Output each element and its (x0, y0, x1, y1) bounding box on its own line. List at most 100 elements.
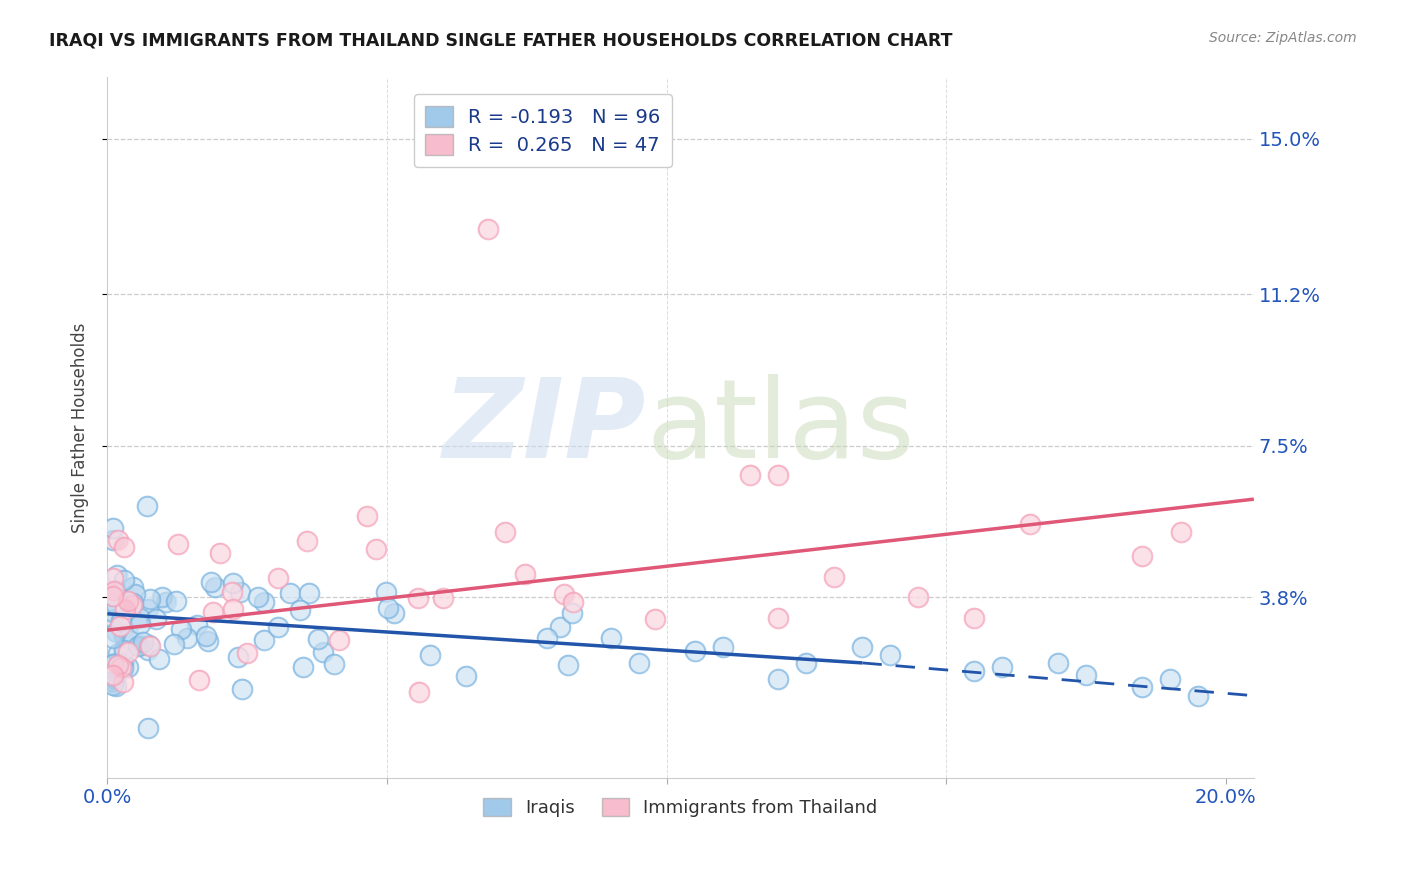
Point (136, 643, 159, 657)
Point (105, 582, 128, 597)
Point (112, 643, 135, 657)
Point (1170, 524, 1192, 539)
Point (599, 632, 621, 646)
Point (200, 575, 222, 590)
Point (101, 521, 124, 535)
Point (796, 656, 818, 670)
Point (557, 657, 579, 672)
Point (823, 570, 845, 584)
Point (561, 606, 583, 620)
Point (226, 650, 249, 665)
Point (114, 541, 136, 555)
Point (644, 612, 666, 626)
Point (432, 591, 454, 606)
Point (1019, 516, 1042, 531)
Point (101, 675, 124, 690)
Point (963, 611, 986, 625)
Point (114, 602, 136, 616)
Point (627, 656, 650, 670)
Point (167, 537, 190, 551)
Point (108, 618, 131, 632)
Point (117, 593, 139, 607)
Point (494, 524, 516, 539)
Point (145, 611, 167, 625)
Point (138, 638, 160, 652)
Point (138, 601, 160, 615)
Point (107, 646, 129, 660)
Point (1170, 524, 1192, 539)
Point (188, 673, 211, 687)
Point (267, 571, 290, 585)
Point (111, 661, 134, 675)
Point (1047, 656, 1070, 670)
Point (298, 586, 321, 600)
Point (138, 638, 160, 652)
Point (963, 664, 986, 678)
Point (851, 640, 873, 654)
Point (221, 584, 243, 599)
Point (101, 521, 124, 535)
Point (104, 625, 127, 640)
Point (226, 650, 249, 665)
Point (117, 660, 139, 674)
Point (907, 591, 929, 605)
Point (186, 618, 208, 632)
Point (222, 576, 245, 591)
Point (456, 669, 478, 683)
Point (1130, 681, 1153, 695)
Point (229, 584, 252, 599)
Point (291, 660, 314, 674)
Point (683, 643, 706, 657)
Point (408, 684, 430, 698)
Point (101, 571, 124, 585)
Point (879, 648, 901, 662)
Point (963, 664, 986, 678)
Point (252, 632, 274, 647)
Point (278, 586, 301, 600)
Point (366, 541, 388, 556)
Text: atlas: atlas (647, 374, 915, 481)
Point (112, 674, 135, 689)
Point (101, 589, 124, 603)
Point (124, 587, 146, 601)
Text: Source: ZipAtlas.com: Source: ZipAtlas.com (1209, 31, 1357, 45)
Point (105, 599, 128, 613)
Point (494, 524, 516, 539)
Point (307, 632, 329, 646)
Point (136, 499, 159, 513)
Point (550, 620, 572, 634)
Point (851, 640, 873, 654)
Point (1159, 673, 1181, 687)
Point (740, 467, 762, 482)
Point (101, 631, 124, 645)
Point (907, 591, 929, 605)
Point (110, 614, 132, 628)
Point (101, 678, 124, 692)
Point (231, 681, 253, 696)
Point (267, 620, 290, 634)
Point (188, 673, 211, 687)
Point (222, 576, 245, 591)
Point (991, 660, 1014, 674)
Point (768, 611, 790, 625)
Point (105, 679, 128, 693)
Point (408, 684, 430, 698)
Point (136, 643, 159, 657)
Point (253, 595, 276, 609)
Point (101, 533, 124, 547)
Text: ZIP: ZIP (443, 374, 647, 481)
Point (112, 573, 135, 587)
Point (322, 657, 344, 671)
Point (101, 591, 124, 605)
Point (204, 581, 226, 595)
Point (204, 581, 226, 595)
Point (104, 656, 127, 670)
Point (328, 632, 350, 647)
Point (768, 467, 790, 482)
Point (312, 645, 335, 659)
Legend: Iraqis, Immigrants from Thailand: Iraqis, Immigrants from Thailand (477, 790, 884, 824)
Point (252, 632, 274, 647)
Point (768, 673, 790, 687)
Point (138, 601, 160, 615)
Point (432, 591, 454, 606)
